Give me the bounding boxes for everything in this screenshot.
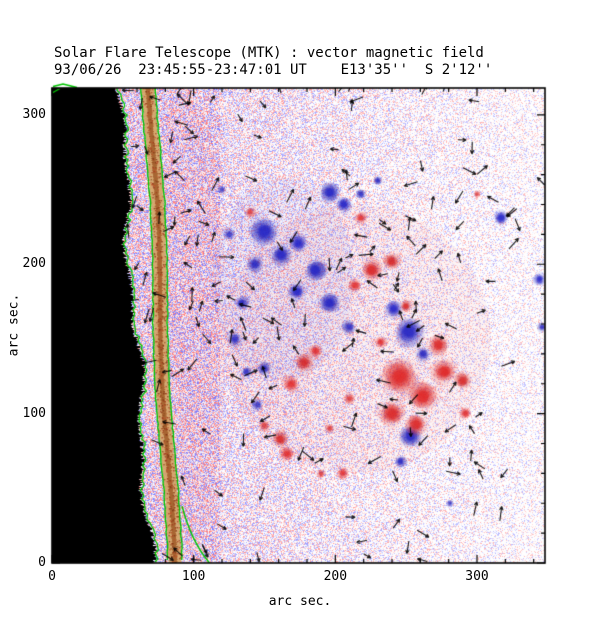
chart-title: Solar Flare Telescope (MTK) : vector mag…: [54, 45, 484, 61]
y-axis-label: arc sec.: [6, 293, 22, 357]
chart-subtitle: 93/06/26 23:45:55-23:47:01 UT E13'35'' S…: [54, 62, 493, 78]
x-axis-label: arc sec.: [268, 594, 332, 609]
x-tick-label-0: 0: [48, 569, 56, 584]
x-tick-label-200: 200: [323, 569, 348, 584]
x-tick-label-300: 300: [465, 569, 489, 584]
y-tick-label-100: 100: [22, 405, 46, 421]
x-tick-label-100: 100: [181, 569, 206, 584]
y-tick-label-0: 0: [38, 555, 46, 570]
y-tick-label-200: 200: [22, 256, 46, 272]
y-tick-label-300: 300: [22, 106, 46, 122]
